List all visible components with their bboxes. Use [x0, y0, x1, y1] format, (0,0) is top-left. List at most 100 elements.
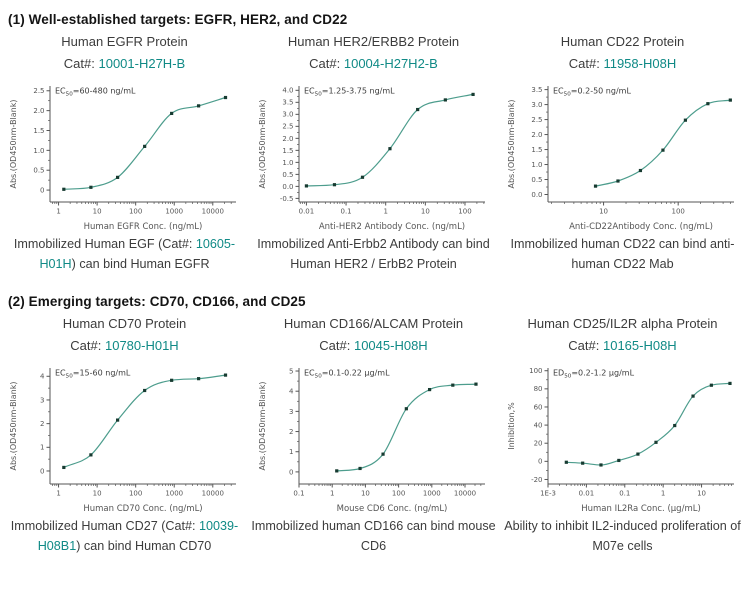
svg-text:EC50=0.1-0.22 µg/mL: EC50=0.1-0.22 µg/mL [304, 369, 390, 380]
catalog-label: Cat#: [63, 56, 99, 72]
svg-text:0: 0 [289, 469, 293, 477]
caption-text: ) can bind Human CD70 [76, 538, 212, 553]
svg-text:1: 1 [329, 490, 333, 498]
catalog-number-link[interactable]: 10780-H01H [104, 338, 179, 354]
binding-curve-chart-cd25: 1E-3 0.01 0.1 1 10 -20 0 20 40 60 80 100 Human IL2Ra… [507, 368, 734, 514]
svg-text:1.0: 1.0 [531, 161, 542, 169]
svg-text:3: 3 [289, 408, 293, 416]
panel-cd25: Human CD25/IL2R alpha Protein Cat#: 1016… [498, 313, 747, 556]
svg-text:Abs.(OD450nm-Blank): Abs.(OD450nm-Blank) [9, 100, 18, 189]
svg-text:100: 100 [128, 208, 141, 216]
catalog-number-link[interactable]: 10039-H08B1 [37, 519, 239, 553]
svg-text:10: 10 [599, 208, 608, 216]
svg-text:Human CD70 Conc. (ng/mL): Human CD70 Conc. (ng/mL) [83, 504, 202, 514]
catalog-number-link[interactable]: 10004-H27H2-B [343, 56, 438, 72]
catalog-line: Cat#: 11958-H08H [561, 53, 685, 75]
svg-text:0.1: 0.1 [619, 490, 630, 498]
svg-text:2: 2 [40, 420, 44, 428]
catalog-line: Cat#: 10780-H01H [63, 335, 187, 357]
section-heading: (2) Emerging targets: CD70, CD166, and C… [8, 294, 306, 310]
svg-text:40: 40 [533, 422, 542, 430]
svg-text:2.0: 2.0 [282, 135, 293, 143]
section-well-established: (1) Well-established targets: EGFR, HER2… [0, 8, 747, 274]
panel-caption: Immobilized Human CD27 (Cat#: 10039-H08B… [0, 517, 249, 556]
svg-text:2.0: 2.0 [531, 131, 542, 139]
catalog-number-link[interactable]: 10605-H01H [39, 237, 236, 271]
panel-title: Human CD70 Protein Cat#: 10780-H01H [63, 313, 187, 357]
svg-text:3: 3 [40, 397, 44, 405]
caption-text: ) can bind Human EGFR [71, 256, 210, 271]
svg-text:10: 10 [360, 490, 369, 498]
svg-text:4: 4 [289, 388, 294, 396]
protein-name: Human CD70 Protein [62, 316, 187, 332]
panel-caption: Immobilized human CD166 can bind mouse C… [249, 517, 498, 556]
svg-text:1: 1 [660, 490, 664, 498]
svg-text:2.5: 2.5 [33, 87, 44, 95]
binding-curve-chart-her2: 0.01 0.1 1 10 100 -0.5 0.0 0.5 1.0 1.5 2.0 2.5 3.0 3.… [258, 86, 485, 232]
svg-text:EC50=15-60 ng/mL: EC50=15-60 ng/mL [55, 369, 131, 380]
svg-text:10000: 10000 [453, 490, 475, 498]
svg-text:80: 80 [533, 386, 542, 394]
svg-text:10: 10 [92, 208, 101, 216]
catalog-number-link[interactable]: 10001-H27H-B [98, 56, 186, 72]
catalog-label: Cat#: [319, 338, 354, 354]
svg-text:Abs.(OD450nm-Blank): Abs.(OD450nm-Blank) [258, 382, 267, 471]
panel-her2: Human HER2/ERBB2 Protein Cat#: 10004-H27… [249, 31, 498, 274]
svg-text:0.1: 0.1 [340, 208, 351, 216]
svg-text:EC50=60-480 ng/mL: EC50=60-480 ng/mL [55, 87, 136, 98]
svg-text:100: 100 [391, 490, 404, 498]
svg-text:EC50=0.2-50 ng/mL: EC50=0.2-50 ng/mL [553, 87, 631, 98]
svg-text:0: 0 [40, 468, 44, 476]
panel-cd166: Human CD166/ALCAM Protein Cat#: 10045-H0… [249, 313, 498, 556]
svg-text:1: 1 [40, 444, 44, 452]
catalog-number-link[interactable]: 10165-H08H [602, 338, 677, 354]
caption-text: Immobilized human CD166 can bind mouse C… [251, 519, 496, 553]
catalog-line: Cat#: 10045-H08H [284, 335, 463, 357]
panel-caption: Ability to inhibit IL2-induced prolifera… [498, 517, 747, 556]
protein-name: Human HER2/ERBB2 Protein [287, 34, 460, 49]
protein-name: Human CD22 Protein [560, 34, 685, 49]
panel-title: Human HER2/ERBB2 Protein Cat#: 10004-H27… [288, 31, 459, 75]
svg-text:3.0: 3.0 [531, 101, 542, 109]
catalog-number-link[interactable]: 10045-H08H [353, 338, 428, 354]
section-emerging: (2) Emerging targets: CD70, CD166, and C… [0, 290, 747, 556]
svg-text:4.0: 4.0 [282, 87, 293, 95]
panel-caption: Immobilized Anti-Erbb2 Antibody can bind… [249, 235, 498, 274]
svg-text:Abs.(OD450nm-Blank): Abs.(OD450nm-Blank) [9, 382, 18, 471]
svg-text:10: 10 [697, 490, 706, 498]
svg-text:Abs.(OD450nm-Blank): Abs.(OD450nm-Blank) [258, 100, 267, 189]
svg-text:0.5: 0.5 [33, 167, 44, 175]
svg-text:0: 0 [538, 458, 542, 466]
svg-text:10: 10 [92, 490, 101, 498]
section-heading: (1) Well-established targets: EGFR, HER2… [8, 12, 348, 27]
svg-text:1.5: 1.5 [282, 147, 293, 155]
caption-text: Immobilized Human EGF (Cat#: [13, 237, 196, 252]
panel-caption: Immobilized Human EGF (Cat#: 10605-H01H)… [0, 235, 249, 274]
catalog-number-link[interactable]: 11958-H08H [603, 56, 677, 72]
panel-row-2: Human CD70 Protein Cat#: 10780-H01H 1 10 1… [0, 313, 747, 556]
svg-text:Anti-CD22Antibody Conc. (ng/mL: Anti-CD22Antibody Conc. (ng/mL) [569, 222, 713, 232]
svg-text:10: 10 [420, 208, 429, 216]
svg-text:1: 1 [56, 208, 60, 216]
svg-text:0.0: 0.0 [282, 183, 293, 191]
panel-cd70: Human CD70 Protein Cat#: 10780-H01H 1 10 1… [0, 313, 249, 556]
panel-title: Human CD22 Protein Cat#: 11958-H08H [561, 31, 685, 75]
binding-curve-chart-egfr: 1 10 100 1000 10000 0 0.5 1.0 1.5 2.0 2.5 Human EGF… [9, 86, 236, 232]
svg-text:100: 100 [671, 208, 684, 216]
svg-text:-20: -20 [531, 476, 542, 484]
svg-text:1.0: 1.0 [282, 159, 293, 167]
svg-text:0.5: 0.5 [531, 176, 542, 184]
svg-text:Human EGFR Conc. (ng/mL): Human EGFR Conc. (ng/mL) [83, 222, 202, 232]
svg-text:Human IL2Ra Conc. (µg/mL): Human IL2Ra Conc. (µg/mL) [581, 504, 701, 514]
panel-egfr: Human EGFR Protein Cat#: 10001-H27H-B 1 1… [0, 31, 249, 274]
protein-name: Human EGFR Protein [61, 34, 188, 49]
svg-text:100: 100 [458, 208, 471, 216]
svg-text:0.5: 0.5 [282, 171, 293, 179]
panel-title: Human EGFR Protein Cat#: 10001-H27H-B [61, 31, 187, 75]
svg-text:-0.5: -0.5 [279, 195, 293, 203]
svg-text:3.5: 3.5 [282, 99, 293, 107]
catalog-label: Cat#: [70, 338, 105, 354]
protein-name: Human CD166/ALCAM Protein [283, 316, 464, 332]
svg-text:2.0: 2.0 [33, 107, 44, 115]
svg-text:Inhibition,%: Inhibition,% [507, 402, 516, 450]
